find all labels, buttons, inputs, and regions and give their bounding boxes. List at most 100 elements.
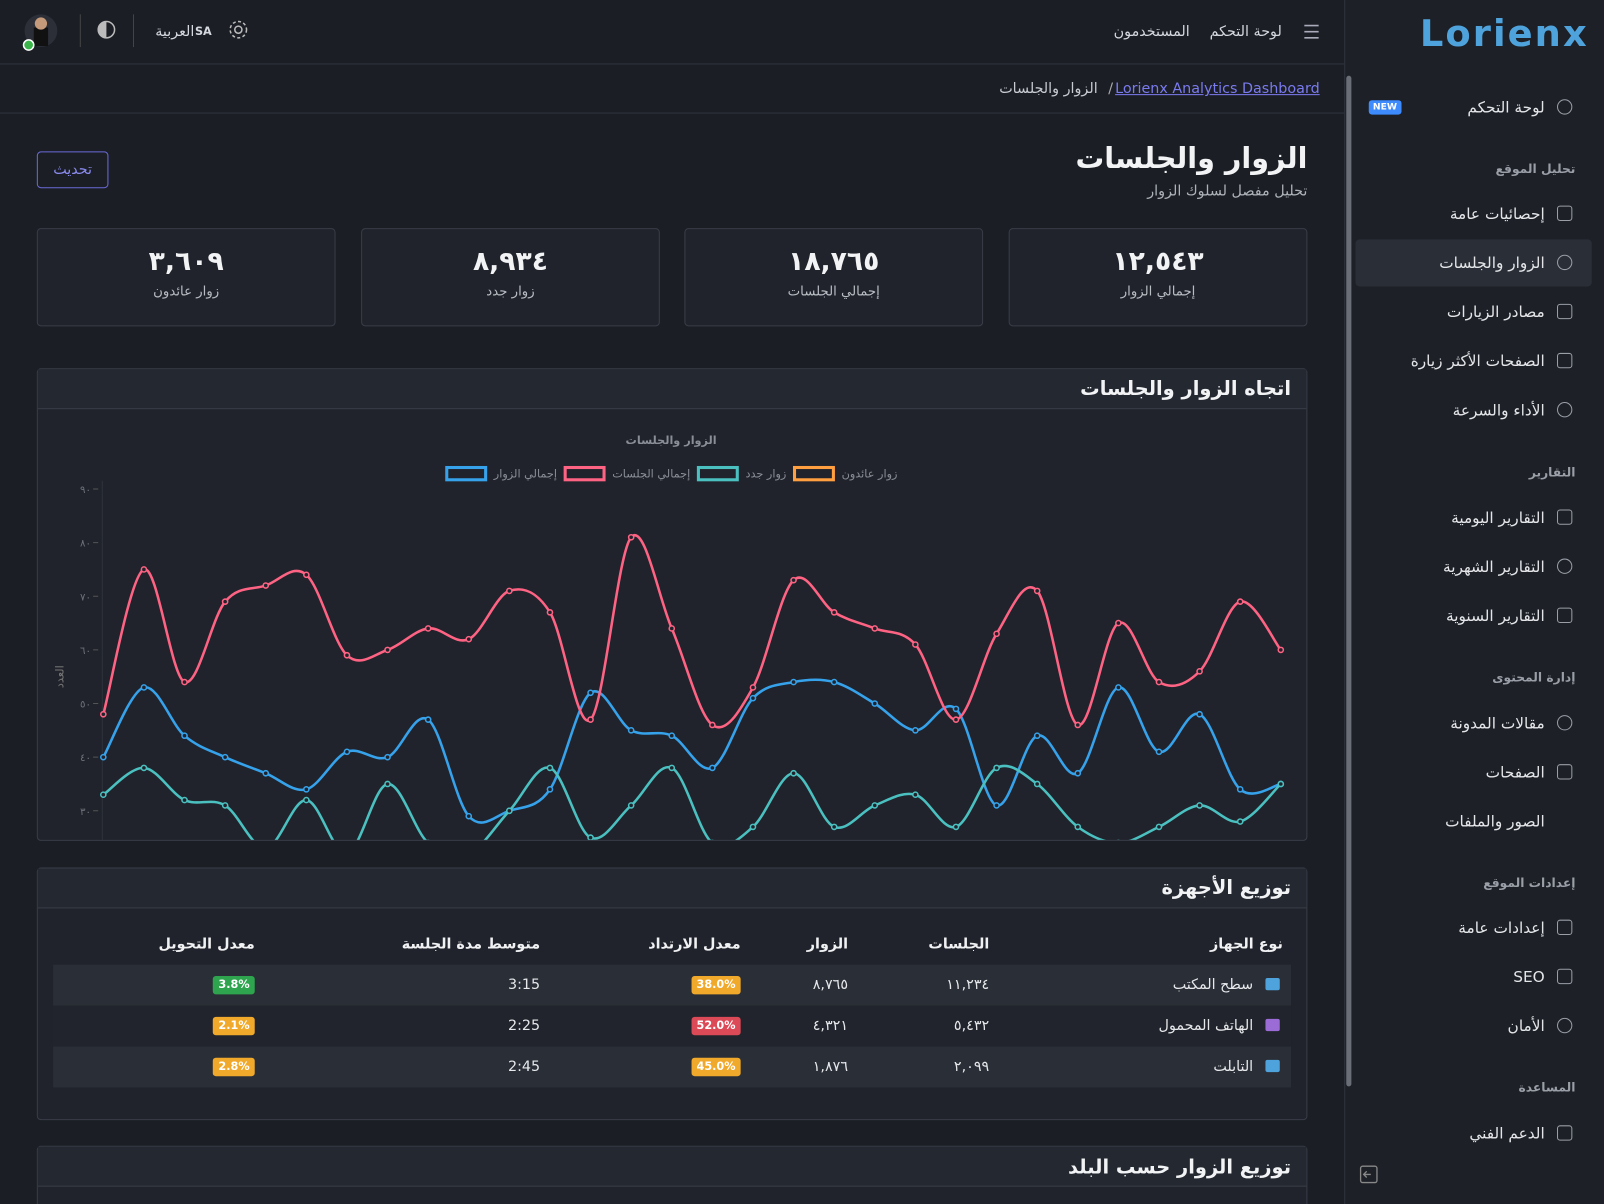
data-point	[140, 566, 148, 573]
sidebar-icon	[1557, 607, 1573, 624]
badge: 52.0%	[691, 1016, 741, 1036]
stat-label: زوار عائدون	[153, 284, 220, 300]
legend-label: زوار عائدون	[842, 468, 898, 482]
chart-title: الزوار والجلسات	[626, 434, 717, 447]
table-cell: 3:15	[507, 976, 541, 994]
y-tick-label: ٥٠	[80, 700, 91, 711]
data-point	[952, 705, 960, 713]
data-point	[1236, 786, 1244, 793]
card-title: توزيع الأجهزة	[1161, 876, 1292, 900]
theme-icon[interactable]	[96, 19, 116, 39]
data-point	[1115, 684, 1122, 691]
sidebar-item[interactable]: الأداء والسرعة	[1452, 401, 1545, 420]
data-point	[303, 571, 310, 579]
language-code[interactable]: SA	[194, 24, 212, 38]
data-point	[303, 786, 310, 793]
data-point	[627, 533, 635, 541]
scrollbar	[1346, 75, 1352, 1087]
data-point	[749, 823, 757, 831]
language[interactable]: العربية	[155, 23, 195, 40]
stat-value: ١٢,٥٤٣	[1112, 246, 1204, 278]
table-cell: 2:45	[507, 1058, 541, 1076]
card-title: توزيع الزوار حسب البلد	[1068, 1155, 1292, 1179]
data-point	[790, 576, 797, 584]
data-point	[384, 780, 391, 788]
menu-icon[interactable]	[1301, 20, 1321, 43]
sidebar-icon	[1557, 558, 1573, 574]
sidebar-item[interactable]: الأمان	[1507, 1016, 1545, 1036]
sidebar-heading: إعدادات الموقع	[1483, 875, 1576, 891]
sidebar-item[interactable]: مقالات المدونة	[1450, 714, 1545, 733]
data-point	[221, 802, 229, 809]
data-point	[1033, 732, 1041, 740]
sidebar-icon	[1557, 919, 1573, 936]
table-cell: سطح المكتب	[1172, 976, 1254, 994]
data-point	[871, 625, 879, 632]
stat-label: زوار جدد	[486, 284, 535, 300]
table-cell: ١,٨٧٦	[812, 1058, 849, 1076]
data-point	[384, 753, 391, 761]
stat-card	[1008, 228, 1308, 327]
table-cell: 2:25	[507, 1017, 541, 1035]
sidebar-item[interactable]: الصور والملفات	[1445, 812, 1545, 831]
sidebar-icon	[1557, 1125, 1573, 1141]
data-point	[790, 769, 797, 777]
stat-card	[684, 228, 984, 327]
data-point	[181, 732, 188, 740]
refresh-button[interactable]: تحديث	[36, 151, 109, 189]
sidebar-item[interactable]: لوحة التحكم	[1467, 98, 1545, 117]
data-point	[99, 753, 107, 761]
sidebar-icon	[1557, 402, 1573, 418]
sidebar-icon	[1557, 764, 1573, 780]
sidebar-item[interactable]: التقارير اليومية	[1451, 508, 1545, 527]
sidebar-icon	[1557, 254, 1573, 271]
sidebar-item[interactable]: الصفحات	[1485, 763, 1545, 782]
card-header	[37, 1146, 1307, 1187]
data-point	[952, 716, 960, 723]
data-point	[912, 641, 919, 648]
collapse-icon[interactable]	[1359, 1164, 1379, 1184]
data-point	[830, 609, 838, 616]
stat-card	[361, 228, 660, 327]
trend-card	[36, 368, 1308, 841]
table-cell: الهاتف المحمول	[1158, 1017, 1254, 1035]
sidebar-item[interactable]: إعدادات عامة	[1458, 918, 1545, 938]
data-point	[181, 796, 188, 804]
sidebar-item[interactable]: إحصائيات عامة	[1449, 204, 1545, 224]
sidebar-icon	[1557, 509, 1573, 525]
nav-link[interactable]: المستخدمون	[1113, 23, 1190, 40]
table-header: الزوار	[806, 936, 849, 953]
data-point	[830, 678, 838, 686]
sidebar-item[interactable]: الزوار والجلسات	[1439, 253, 1545, 273]
y-tick-label: ٩٠	[80, 485, 91, 496]
data-point	[1155, 748, 1163, 756]
data-point	[546, 764, 554, 772]
settings-icon[interactable]	[227, 18, 250, 41]
data-point	[952, 823, 960, 831]
sidebar-item[interactable]: SEO	[1513, 967, 1545, 987]
table-row	[53, 1005, 1292, 1047]
sidebar-heading: التقارير	[1528, 465, 1576, 480]
data-point	[140, 764, 148, 772]
device-icon	[1265, 1059, 1280, 1073]
badge: 38.0%	[691, 975, 741, 995]
sidebar-item[interactable]: الدعم الفني	[1469, 1124, 1545, 1143]
badge: NEW	[1368, 100, 1402, 115]
data-point	[871, 802, 879, 809]
nav-link[interactable]: لوحة التحكم	[1209, 23, 1282, 40]
sidebar-item[interactable]: التقارير الشهرية	[1443, 557, 1545, 576]
data-point	[1277, 646, 1285, 654]
y-tick-label: ٤٠	[80, 753, 91, 764]
sidebar-item[interactable]: الصفحات الأكثر زيارة	[1410, 351, 1545, 371]
card-header	[37, 868, 1307, 909]
avatar[interactable]	[22, 12, 64, 53]
badge: 3.8%	[213, 975, 255, 995]
sidebar-item[interactable]: التقارير السنوية	[1446, 606, 1545, 626]
data-point	[1277, 780, 1285, 788]
legend-swatch	[792, 465, 835, 482]
breadcrumb-link[interactable]: Lorienx Analytics Dashboard	[1115, 80, 1320, 98]
series-line	[102, 764, 1282, 840]
sidebar-item[interactable]: مصادر الزيارات	[1446, 302, 1545, 322]
stat-value: ١٨,٧٦٥	[788, 246, 880, 278]
